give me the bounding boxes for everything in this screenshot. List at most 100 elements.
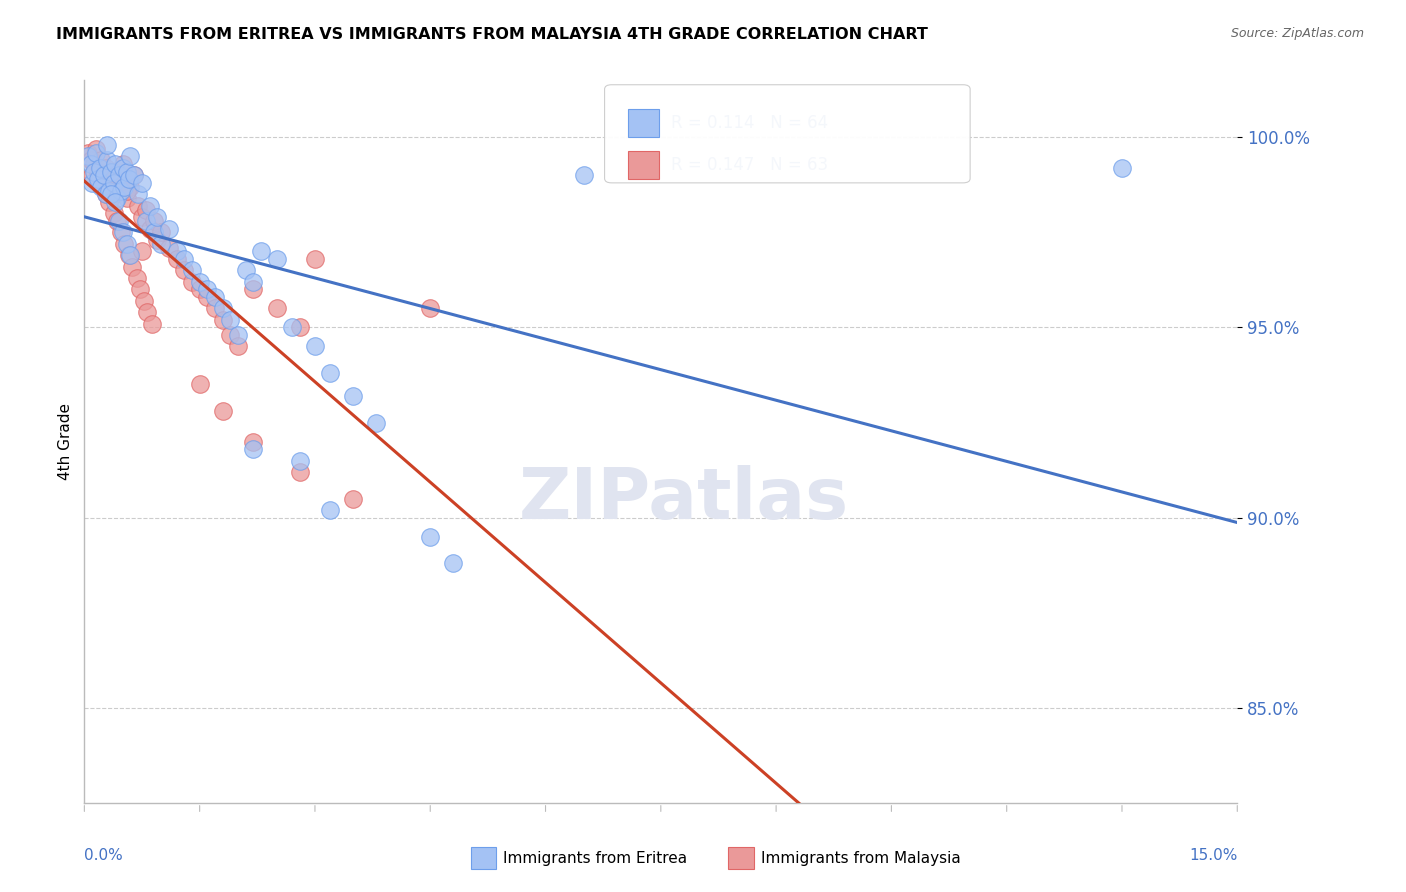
Point — [104, 157, 127, 171]
Point — [146, 233, 169, 247]
Point — [77, 145, 100, 160]
Point — [124, 169, 146, 183]
Point — [103, 206, 125, 220]
Point — [219, 313, 242, 327]
Point — [266, 301, 288, 316]
Point — [288, 320, 311, 334]
Point — [141, 317, 163, 331]
Point — [166, 244, 188, 259]
Point — [108, 169, 131, 183]
Point — [84, 145, 107, 160]
Point — [127, 199, 149, 213]
Point — [79, 153, 101, 168]
Point — [288, 465, 311, 479]
Point — [250, 244, 273, 259]
Point — [124, 169, 146, 183]
Point — [366, 416, 388, 430]
Point — [100, 179, 122, 194]
Text: 0.0%: 0.0% — [84, 848, 124, 863]
Point — [157, 221, 180, 235]
Point — [288, 453, 311, 467]
Point — [94, 187, 117, 202]
Point — [142, 214, 165, 228]
Point — [104, 194, 127, 209]
Point — [93, 176, 115, 190]
Point — [111, 161, 134, 175]
Point — [89, 172, 111, 186]
Point — [181, 275, 204, 289]
Point — [188, 275, 211, 289]
Point — [138, 221, 160, 235]
Point — [87, 164, 110, 178]
Point — [118, 172, 141, 186]
Point — [134, 293, 156, 308]
Text: 15.0%: 15.0% — [1189, 848, 1237, 863]
Point — [94, 161, 117, 175]
Point — [79, 157, 101, 171]
Point — [419, 301, 441, 316]
Point — [211, 404, 233, 418]
Point — [131, 210, 153, 224]
Point — [204, 290, 226, 304]
Point — [115, 191, 138, 205]
Point — [94, 187, 117, 202]
Point — [304, 339, 326, 353]
Point — [235, 263, 257, 277]
Point — [166, 252, 188, 266]
Point — [136, 305, 159, 319]
Point — [135, 214, 157, 228]
Text: R = 0.114   N = 64: R = 0.114 N = 64 — [671, 114, 828, 132]
Point — [104, 187, 127, 202]
Point — [111, 226, 134, 240]
Point — [419, 530, 441, 544]
Point — [89, 161, 111, 175]
Point — [150, 226, 173, 240]
Point — [80, 176, 103, 190]
Point — [441, 556, 464, 570]
Point — [242, 434, 264, 449]
Text: IMMIGRANTS FROM ERITREA VS IMMIGRANTS FROM MALAYSIA 4TH GRADE CORRELATION CHART: IMMIGRANTS FROM ERITREA VS IMMIGRANTS FR… — [56, 27, 928, 42]
Point — [120, 248, 142, 262]
Text: ZIPatlas: ZIPatlas — [519, 465, 849, 533]
Point — [572, 169, 595, 183]
Point — [157, 241, 180, 255]
Point — [135, 202, 157, 217]
Text: Immigrants from Eritrea: Immigrants from Eritrea — [503, 851, 688, 865]
Point — [121, 260, 143, 274]
Point — [96, 153, 118, 168]
Point — [97, 184, 120, 198]
Point — [242, 282, 264, 296]
Point — [96, 184, 118, 198]
Point — [103, 164, 125, 178]
Point — [80, 169, 103, 183]
Point — [204, 301, 226, 316]
Point — [100, 187, 122, 202]
Point — [281, 320, 304, 334]
Point — [266, 252, 288, 266]
Point — [219, 328, 242, 343]
Point — [128, 282, 150, 296]
Point — [226, 328, 249, 343]
Point — [125, 271, 148, 285]
Point — [181, 263, 204, 277]
Point — [173, 263, 195, 277]
Point — [110, 226, 132, 240]
Point — [211, 313, 233, 327]
Point — [100, 164, 122, 178]
Point — [142, 226, 165, 240]
Point — [93, 169, 115, 183]
Text: Source: ZipAtlas.com: Source: ZipAtlas.com — [1230, 27, 1364, 40]
Point — [1111, 161, 1133, 175]
Text: Immigrants from Malaysia: Immigrants from Malaysia — [761, 851, 960, 865]
Point — [342, 389, 364, 403]
Point — [97, 169, 120, 183]
Point — [90, 153, 112, 168]
Point — [188, 282, 211, 296]
Point — [110, 184, 132, 198]
Point — [120, 149, 142, 163]
Point — [226, 339, 249, 353]
Point — [90, 179, 112, 194]
Point — [108, 176, 131, 190]
Point — [84, 142, 107, 156]
Point — [93, 169, 115, 183]
